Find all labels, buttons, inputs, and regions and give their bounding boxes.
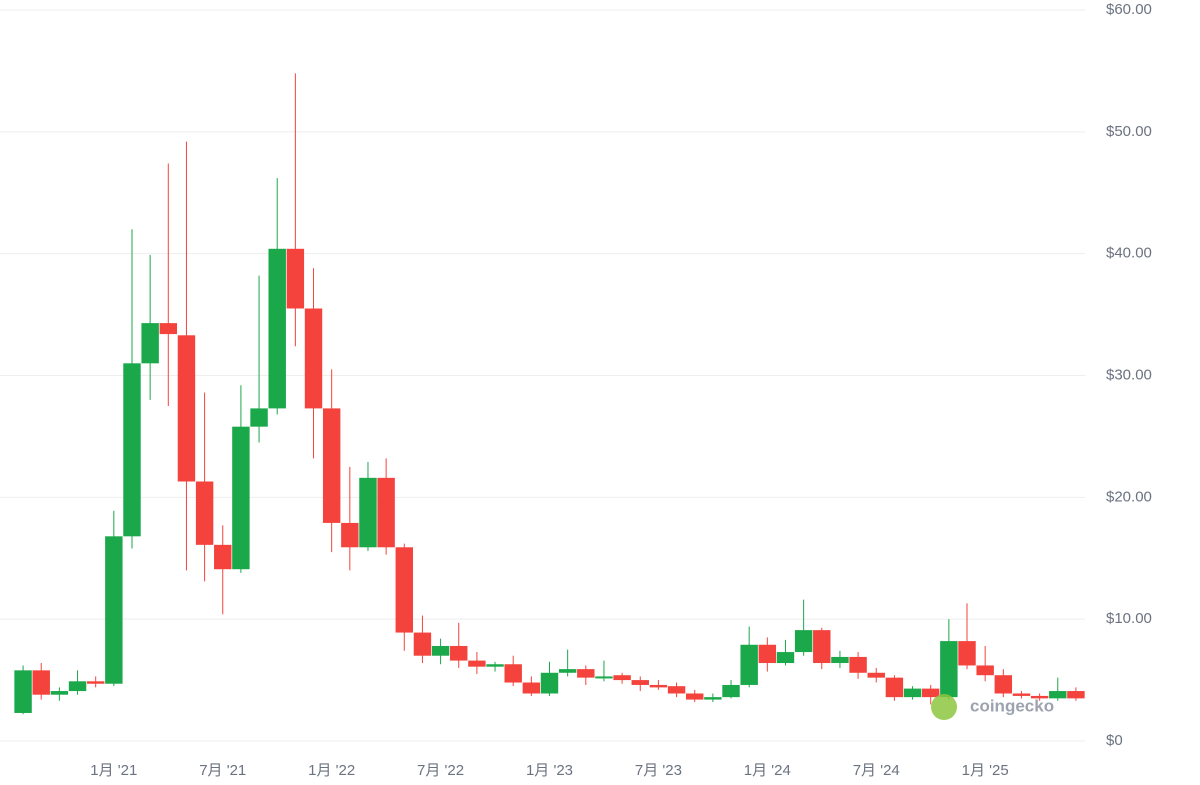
candle-body: [1049, 691, 1067, 699]
candle-body: [794, 630, 813, 653]
candle-body: [649, 684, 668, 688]
candle-body: [214, 544, 232, 570]
y-tick-label: $40.00: [1106, 245, 1152, 262]
candle-body: [558, 669, 577, 673]
x-tick-label: 7月 '23: [635, 762, 682, 779]
candle-body: [940, 641, 958, 698]
candle-body: [976, 665, 994, 676]
candle-body: [504, 664, 522, 683]
candle-body: [1012, 693, 1031, 696]
candle-body: [50, 691, 69, 695]
candle-body: [486, 664, 504, 667]
y-tick-label: $60.00: [1106, 1, 1152, 18]
candle-body: [450, 645, 468, 661]
candle-body: [377, 477, 395, 548]
x-tick-label: 1月 '25: [962, 762, 1009, 779]
candle-body: [250, 408, 268, 427]
candle-body: [722, 684, 740, 698]
x-tick-label: 1月 '24: [744, 762, 791, 779]
candle-body: [903, 688, 922, 698]
candle-body: [304, 308, 323, 409]
y-tick-label: $20.00: [1106, 488, 1152, 505]
y-tick-label: $10.00: [1106, 610, 1152, 627]
candle-body: [68, 681, 87, 692]
candle-body: [631, 680, 649, 685]
candle-body: [577, 669, 595, 678]
candle-body: [359, 477, 377, 548]
candle-body: [395, 547, 413, 633]
x-tick-label: 1月 '23: [526, 762, 573, 779]
y-tick-label: $0: [1106, 732, 1123, 749]
candle-body: [776, 652, 795, 664]
x-tick-label: 7月 '22: [417, 762, 464, 779]
y-tick-label: $50.00: [1106, 123, 1152, 140]
candle-body: [177, 335, 196, 482]
candle-body: [141, 323, 159, 364]
candle-body: [686, 693, 704, 700]
candle-body: [595, 676, 613, 679]
candle-body: [105, 536, 123, 684]
candle-body: [849, 656, 867, 673]
candle-body: [740, 644, 758, 685]
x-tick-label: 1月 '21: [90, 762, 137, 779]
candle-body: [522, 682, 541, 694]
candle-body: [867, 672, 885, 678]
candle-body: [468, 660, 486, 667]
candle-body: [885, 677, 904, 698]
candle-body: [831, 656, 849, 664]
x-tick-label: 7月 '24: [853, 762, 900, 779]
candle-body: [994, 675, 1013, 694]
candle-body: [322, 408, 341, 523]
candle-body: [232, 426, 250, 570]
candle-body: [14, 670, 32, 713]
candle-body: [921, 688, 940, 698]
candle-body: [195, 481, 214, 545]
x-tick-label: 1月 '22: [308, 762, 355, 779]
candle-body: [159, 323, 178, 335]
candle-body: [613, 675, 631, 681]
candle-body: [341, 522, 359, 548]
candle-body: [704, 697, 722, 700]
logo: [931, 694, 957, 720]
candle-body: [540, 672, 559, 694]
candle-body: [431, 645, 450, 656]
candle-body: [32, 670, 50, 695]
candle-body: [413, 632, 432, 656]
candle-body: [286, 248, 305, 309]
x-tick-label: 7月 '21: [199, 762, 246, 779]
candle-body: [813, 630, 831, 664]
candle-body: [1067, 691, 1085, 699]
candle-body: [268, 248, 286, 409]
candle-body: [958, 641, 976, 666]
y-tick-label: $30.00: [1106, 366, 1152, 383]
candle-body: [123, 363, 141, 537]
candle-body: [667, 686, 686, 694]
candle-body: [86, 681, 105, 684]
candle-body: [1030, 695, 1049, 699]
candle-body: [758, 644, 777, 664]
watermark: coingecko: [970, 696, 1054, 715]
